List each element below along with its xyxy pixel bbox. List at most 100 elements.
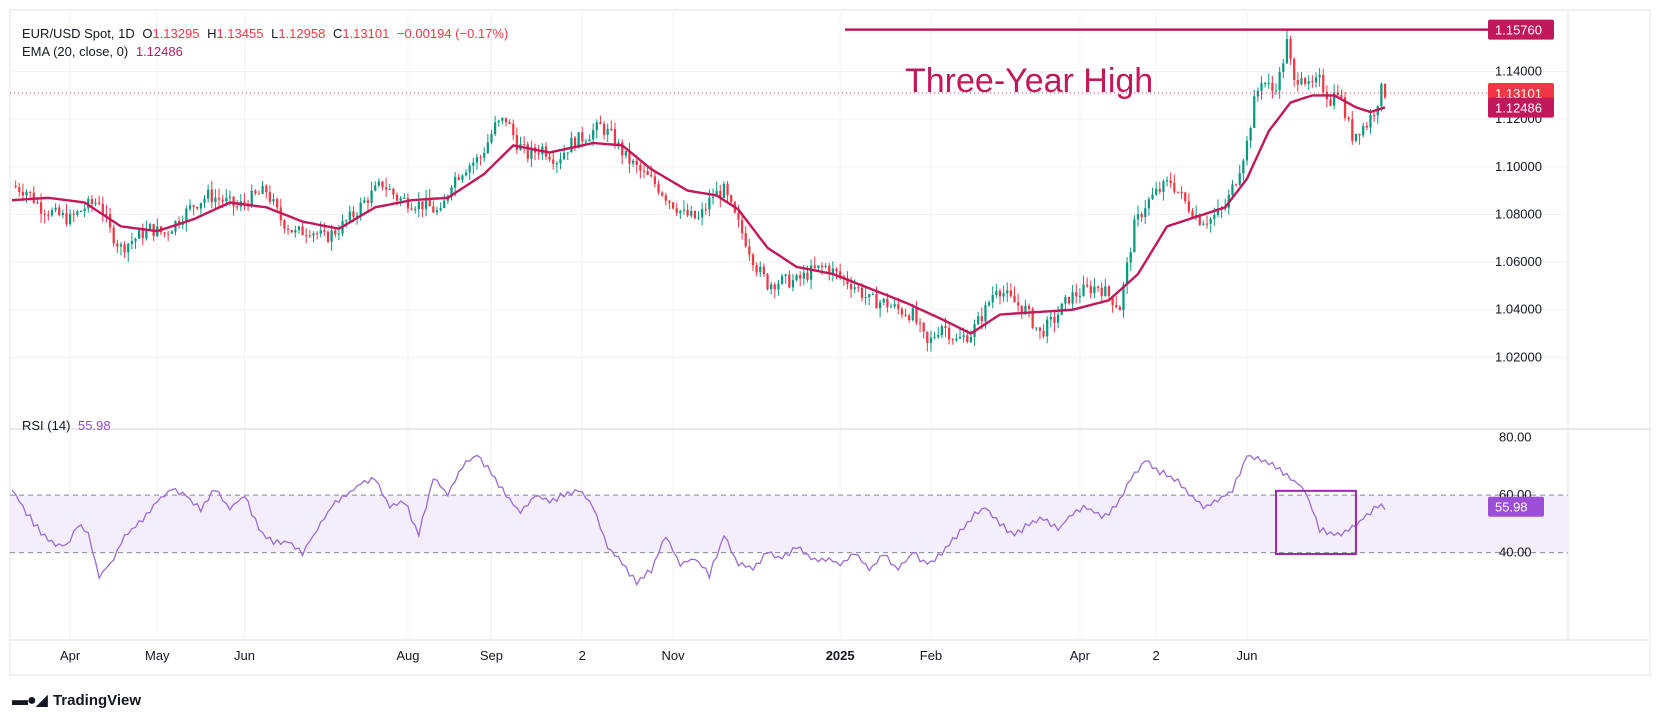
- open-label: O: [142, 26, 153, 41]
- candle: [319, 221, 322, 238]
- candle: [777, 279, 780, 296]
- time-tick-label: May: [145, 648, 170, 663]
- candle: [562, 144, 566, 161]
- candle: [1372, 111, 1376, 123]
- candle: [908, 313, 911, 323]
- candle: [1104, 278, 1107, 297]
- candle: [79, 210, 83, 212]
- candle: [679, 209, 682, 219]
- candle: [493, 115, 497, 137]
- candle: [174, 220, 177, 236]
- tradingview-logo[interactable]: ▬●◢ TradingView: [12, 690, 141, 710]
- tradingview-logo-text: TradingView: [52, 691, 142, 709]
- candle: [308, 230, 311, 239]
- candle: [1151, 187, 1154, 201]
- candle: [192, 204, 195, 216]
- candle: [1136, 205, 1140, 227]
- candle: [523, 136, 526, 154]
- candle: [784, 273, 787, 284]
- candle: [217, 188, 221, 209]
- candle: [112, 224, 115, 247]
- candle: [998, 288, 1002, 305]
- time-tick-label: Sep: [480, 648, 503, 663]
- price-tick-label: 1.06000: [1495, 254, 1542, 269]
- candle: [1362, 122, 1365, 138]
- candle: [530, 140, 533, 168]
- candle: [552, 150, 555, 170]
- candle: [726, 181, 729, 202]
- candle: [1071, 284, 1074, 311]
- candle: [185, 205, 188, 232]
- ema-line: [11, 94, 1386, 335]
- symbol-legend[interactable]: EUR/USD Spot, 1D O1.13295 H1.13455 L1.12…: [22, 26, 512, 41]
- candle: [1267, 73, 1270, 89]
- time-tick-label: 2: [579, 648, 586, 663]
- candle: [918, 318, 922, 333]
- candle: [1293, 57, 1296, 87]
- three-year-high-label: Three-Year High: [905, 62, 1153, 100]
- candle: [1187, 193, 1190, 214]
- price-tick-label: 1.02000: [1495, 349, 1542, 364]
- time-tick-label: Aug: [396, 648, 419, 663]
- candle: [1176, 191, 1180, 194]
- price-tick-label: 1.08000: [1495, 206, 1542, 221]
- candle: [1169, 172, 1172, 188]
- candle: [686, 203, 689, 218]
- candle: [443, 194, 446, 209]
- candle: [134, 237, 137, 249]
- candle: [1096, 285, 1100, 292]
- candle: [1256, 87, 1259, 102]
- candle: [937, 326, 940, 340]
- candle: [1075, 283, 1078, 304]
- candle: [595, 119, 598, 139]
- candle: [1046, 316, 1049, 344]
- rsi-value-tag-text: 55.98: [1495, 500, 1528, 515]
- candle: [101, 196, 104, 222]
- rsi-legend[interactable]: RSI (14) 55.98: [22, 418, 115, 433]
- price-tick-label: 1.10000: [1495, 159, 1542, 174]
- candle: [1165, 176, 1169, 187]
- candle: [871, 292, 874, 296]
- candle: [25, 189, 28, 203]
- candle: [21, 183, 25, 202]
- three-year-high-price-tag: 1.15760: [1488, 19, 1554, 40]
- time-axis[interactable]: Apr May Jun Aug Sep 2 Nov 2025 Feb Apr 2 Jun: [60, 648, 1257, 663]
- candlestick-series: [14, 30, 1387, 352]
- ema-legend[interactable]: EMA (20, close, 0) 1.12486: [22, 44, 187, 59]
- candle: [148, 222, 152, 230]
- candle: [326, 229, 330, 244]
- candle: [54, 203, 57, 213]
- candle: [1365, 122, 1368, 131]
- candle: [1329, 96, 1332, 107]
- candle: [199, 202, 203, 215]
- candle: [439, 202, 442, 212]
- candle: [929, 330, 933, 352]
- candle: [773, 282, 776, 299]
- price-axis[interactable]: 1.140001.120001.100001.080001.060001.040…: [1495, 64, 1542, 365]
- candle: [68, 209, 72, 227]
- candle: [555, 160, 558, 173]
- three-year-high-price-tag-text: 1.15760: [1495, 23, 1542, 38]
- candle: [61, 209, 64, 219]
- rsi-tick-label: 80.00: [1499, 430, 1532, 445]
- candle: [98, 195, 101, 206]
- candle: [294, 225, 297, 238]
- candle: [581, 126, 584, 148]
- candle: [312, 231, 315, 243]
- time-tick-label: 2025: [826, 648, 855, 663]
- low-label: L: [271, 26, 279, 41]
- candle: [464, 169, 468, 177]
- time-tick-label: Jun: [234, 648, 255, 663]
- candle: [1358, 133, 1361, 145]
- candle: [991, 286, 994, 309]
- candle: [813, 256, 816, 270]
- candle: [450, 184, 453, 201]
- candle: [47, 210, 50, 221]
- candle: [123, 240, 126, 259]
- candle: [290, 229, 293, 233]
- candle: [824, 263, 827, 269]
- candle: [933, 331, 936, 340]
- candle: [835, 267, 838, 280]
- candle: [639, 162, 642, 179]
